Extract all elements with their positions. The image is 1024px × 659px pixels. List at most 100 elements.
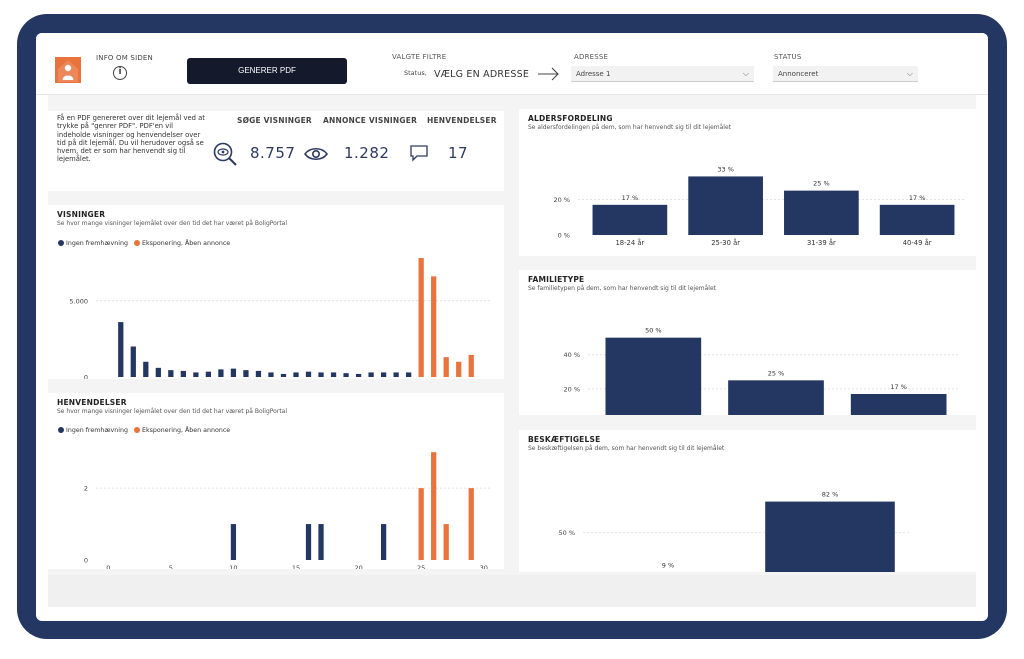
chat-bubble-icon — [410, 145, 428, 162]
bar — [784, 190, 859, 235]
bar — [380, 372, 387, 377]
legend-item: Ingen fremhævning — [58, 427, 128, 434]
page-footer-area — [48, 575, 976, 607]
status-header-label: STATUS — [774, 53, 802, 61]
legend-swatch — [134, 240, 141, 246]
bar — [879, 204, 955, 235]
y-tick-label: 20 % — [563, 385, 580, 393]
bar — [205, 371, 212, 377]
x-tick-label: 0 — [106, 564, 110, 569]
bar — [443, 357, 449, 377]
info-label: INFO OM SIDEN — [96, 54, 153, 62]
dashboard-screen: INFO OM SIDEN i GENERER PDF VALGTE FILTR… — [36, 33, 988, 621]
bar — [143, 361, 149, 377]
data-label: 17 % — [909, 194, 926, 202]
y-tick-label: 50 % — [558, 529, 575, 537]
data-label: 9 % — [662, 561, 674, 569]
views-chart-panel: VISNINGER Se hvor mange visninger lejemå… — [48, 205, 504, 379]
status-filter-label: Status, — [404, 69, 427, 77]
address-dropdown[interactable]: Adresse 1 ⌵ — [571, 66, 754, 82]
inquiries-chart-panel: HENVENDELSER Se hvor mange visninger lej… — [48, 393, 504, 569]
family-bar-chart: 0 %20 %40 %50 %Individ25 %Par17 %Familie — [563, 327, 960, 415]
bar — [243, 370, 249, 377]
x-tick-label: 30 — [480, 564, 488, 569]
data-label: 17 % — [622, 194, 639, 202]
category-label: 18-24 år — [615, 238, 644, 247]
legend-label: Eksponering, Åben annonce — [142, 240, 231, 247]
bar — [268, 372, 274, 377]
bar — [230, 368, 237, 377]
views-bar-chart: 05.000051015202530DAGE PÅ BOLIGPORTAL — [69, 258, 490, 379]
address-label: ADRESSE — [574, 53, 609, 61]
kpi-ad-views-value: 1.282 — [344, 144, 390, 162]
bar — [130, 346, 136, 377]
chevron-down-icon: ⌵ — [906, 69, 913, 78]
x-tick-label: 15 — [292, 564, 300, 569]
category-label: 31-39 år — [807, 238, 836, 247]
age-bar-chart: 0 % 20 % 17 % 18-24 år 33 % 25-30 år 25 % 31-39… — [553, 165, 965, 247]
kpi-search-views-value: 8.757 — [250, 144, 296, 162]
bar — [418, 488, 424, 560]
kpi-ad-views-label: ANNONCE VISNINGER — [323, 116, 418, 125]
chart-subtitle: Se hvor mange visninger lejemålet over d… — [57, 220, 288, 227]
intro-kpi-panel: Få en PDF genereret over dit lejemål ved… — [48, 111, 504, 191]
legend-swatch — [58, 240, 64, 246]
bar — [431, 276, 437, 377]
bar — [155, 367, 161, 377]
data-label: 25 % — [813, 180, 830, 188]
inquiries-bar-chart: 02051015202530DAGE PÅ BOLIGPORTAL — [84, 452, 490, 569]
bar — [468, 354, 474, 377]
chart-legend: Ingen fremhævning Eksponering, Åben anno… — [58, 240, 230, 247]
choose-address-text: VÆLG EN ADRESSE — [434, 69, 530, 80]
chevron-down-icon: ⌵ — [742, 69, 749, 78]
chart-title: HENVENDELSER — [57, 398, 127, 407]
bar — [180, 370, 186, 377]
chart-legend: Ingen fremhævning Eksponering, Åben anno… — [58, 427, 230, 434]
generate-pdf-button[interactable]: GENERER PDF — [187, 58, 347, 84]
chart-subtitle: Se familietypen på dem, som har henvendt… — [528, 285, 716, 292]
bar — [293, 372, 299, 377]
bar — [418, 258, 424, 377]
bar — [431, 452, 437, 560]
kpi-inquiries-value: 17 — [448, 144, 469, 162]
eye-icon — [304, 147, 328, 161]
age-chart-panel: ALDERSFORDELING Se aldersfordelingen på … — [519, 109, 976, 256]
legend-label: Ingen fremhævning — [66, 240, 129, 247]
bar — [230, 524, 237, 560]
address-value: Adresse 1 — [576, 70, 611, 78]
chart-title: FAMILIETYPE — [528, 275, 585, 284]
bar — [765, 501, 895, 572]
y-tick-label: 2 — [84, 485, 88, 493]
bar — [118, 322, 124, 377]
info-icon[interactable]: i — [113, 66, 127, 80]
chart-subtitle: Se aldersfordelingen på dem, som har hen… — [528, 124, 731, 131]
bar — [318, 372, 324, 377]
employment-chart-panel: BESKÆFTIGELSE Se beskæftigelsen på dem, … — [519, 430, 976, 572]
bar — [443, 524, 449, 560]
data-label: 25 % — [768, 369, 785, 377]
bar — [330, 372, 337, 377]
kpi-search-views-label: SØGE VISNINGER — [237, 116, 312, 125]
chart-subtitle: Se hvor mange visninger lejemålet over d… — [57, 408, 288, 415]
bar — [318, 524, 324, 560]
bar — [368, 372, 374, 377]
y-tick-label: 0 — [84, 557, 88, 565]
bar — [305, 524, 312, 560]
category-label: 40-49 år — [903, 238, 932, 247]
bar — [468, 488, 474, 560]
bar — [280, 373, 287, 377]
employment-bar-chart: 0 %50 %9 %Studerende82 %Ansat — [558, 491, 911, 572]
data-label: 33 % — [717, 165, 734, 173]
x-tick-label: 20 — [354, 564, 362, 569]
bar — [850, 393, 947, 415]
bar — [255, 370, 262, 377]
arrow-right-icon — [538, 67, 559, 81]
data-label: 17 % — [890, 383, 907, 391]
search-eye-icon — [213, 142, 237, 166]
kpi-inquiries-label: HENVENDELSER — [427, 116, 497, 125]
status-dropdown[interactable]: Annonceret ⌵ — [773, 66, 918, 82]
bar — [305, 371, 312, 377]
filters-label: VALGTE FILTRE — [392, 53, 447, 61]
bar — [406, 372, 412, 377]
legend-label: Eksponering, Åben annonce — [142, 427, 231, 434]
